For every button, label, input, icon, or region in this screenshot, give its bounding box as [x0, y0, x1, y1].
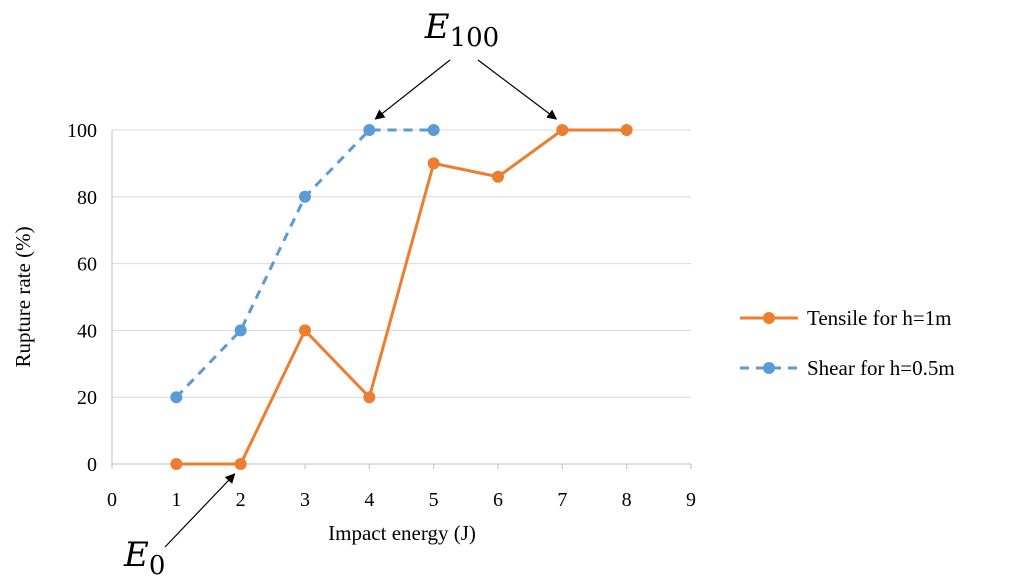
- y-tick-label-100: 100: [67, 120, 97, 142]
- series-1-point-5: [427, 157, 440, 170]
- legend-label-2: Shear for h=0.5m: [807, 356, 955, 380]
- legend-item-2: Shear for h=0.5m: [740, 356, 955, 380]
- legend-item-1: Tensile for h=1m: [740, 306, 952, 330]
- legend: Tensile for h=1m Shear for h=0.5m: [740, 306, 955, 380]
- series-1-line: [174, 128, 629, 466]
- tick-labels: 0 20 40 60 80 100 0 1 2 3 4 5 6 7 8 9: [67, 120, 696, 511]
- y-axis-title: Rupture rate (%): [11, 226, 35, 367]
- gridlines: [112, 129, 691, 398]
- y-tick-label-60: 60: [77, 254, 97, 276]
- x-axis-title: Impact energy (J): [328, 521, 476, 545]
- series-2-point-4: [363, 124, 376, 136]
- plot-series: [170, 124, 633, 470]
- x-tick-label-8: 8: [622, 489, 632, 511]
- legend-label-1: Tensile for h=1m: [807, 306, 952, 330]
- annotation-e0-arrow: [164, 473, 236, 548]
- series-2-point-1: [170, 391, 183, 404]
- series-2-point-5: [427, 124, 440, 136]
- legend-marker-1: [763, 312, 775, 324]
- series-1-point-8: [620, 124, 633, 136]
- x-tick-label-1: 1: [171, 489, 181, 511]
- x-tick-label-6: 6: [493, 489, 503, 511]
- series-2-point-2: [234, 324, 247, 337]
- annotation-e0-label: E0: [123, 535, 165, 581]
- legend-marker-2: [763, 362, 775, 374]
- axes: [111, 130, 692, 469]
- series-1-point-7: [556, 124, 569, 136]
- x-tick-label-0: 0: [107, 489, 117, 511]
- series-1-point-3: [299, 324, 311, 337]
- x-tick-label-4: 4: [364, 489, 374, 511]
- x-tick-label-9: 9: [686, 489, 696, 511]
- series-2-point-3: [299, 190, 311, 203]
- series-1-point-2: [234, 458, 247, 470]
- series-1-point-6: [492, 170, 504, 183]
- y-tick-label-40: 40: [77, 320, 97, 342]
- y-tick-label-0: 0: [87, 454, 97, 476]
- x-tick-label-3: 3: [300, 489, 310, 511]
- series-1-point-1: [170, 458, 183, 470]
- x-tick-label-7: 7: [557, 489, 567, 511]
- series-1-point-4: [363, 391, 376, 404]
- annotation-e100-arrow-2: [477, 59, 558, 120]
- annotations: E100 E0: [123, 7, 558, 581]
- x-tick-label-2: 2: [236, 489, 246, 511]
- y-tick-label-20: 20: [77, 387, 97, 409]
- series-1: [170, 124, 633, 470]
- y-tick-label-80: 80: [77, 187, 97, 209]
- x-tick-label-5: 5: [429, 489, 439, 511]
- series-2: [170, 124, 440, 404]
- annotation-e100-label: E100: [424, 7, 499, 53]
- annotation-e100-arrow-1: [374, 59, 451, 120]
